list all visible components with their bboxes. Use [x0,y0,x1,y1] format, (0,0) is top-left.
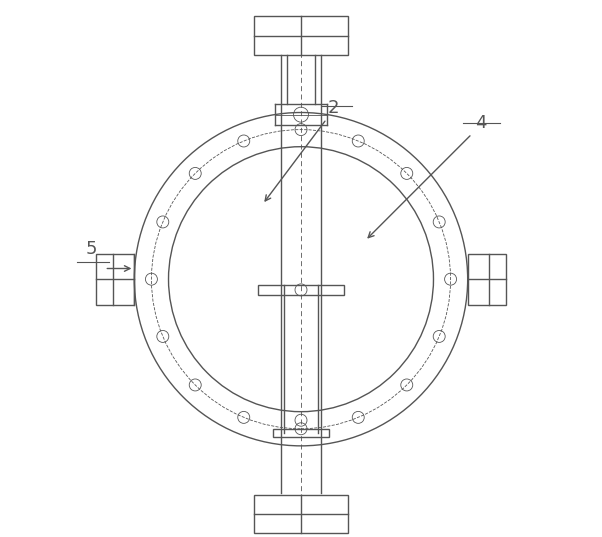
Text: 4: 4 [475,114,486,132]
Bar [254,16,348,55]
Text: 5: 5 [86,240,98,258]
Bar [468,253,506,305]
Bar [254,495,348,533]
Bar [96,253,134,305]
Bar [258,285,344,295]
Bar [273,429,329,437]
Text: 2: 2 [327,99,339,117]
